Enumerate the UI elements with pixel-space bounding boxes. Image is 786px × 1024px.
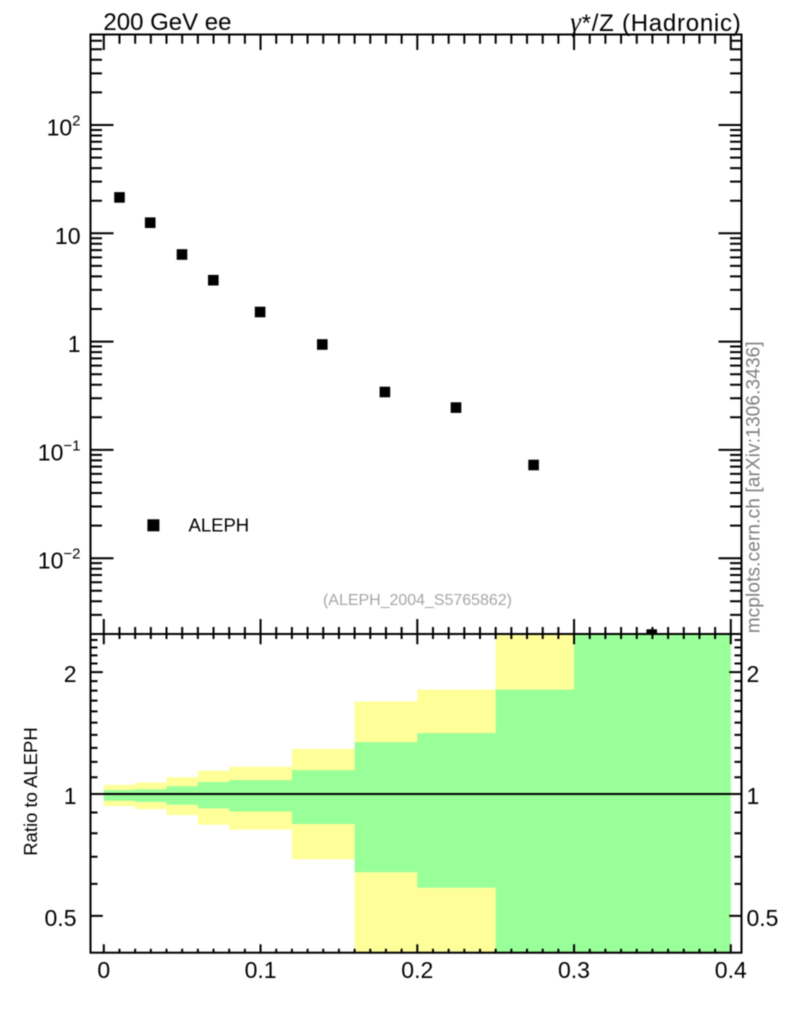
svg-text:mcplots.cern.ch [arXiv:1306.34: mcplots.cern.ch [arXiv:1306.3436] — [743, 341, 764, 633]
svg-text:10: 10 — [55, 223, 81, 249]
svg-text:0.1: 0.1 — [245, 957, 277, 983]
svg-text:Ratio to ALEPH: Ratio to ALEPH — [20, 727, 41, 856]
svg-text:0: 0 — [97, 957, 110, 983]
svg-text:2: 2 — [747, 661, 760, 687]
svg-text:10−1: 10−1 — [38, 437, 81, 465]
svg-text:0.2: 0.2 — [401, 957, 433, 983]
svg-text:γ*/Z (Hadronic): γ*/Z (Hadronic) — [570, 7, 741, 37]
svg-text:(ALEPH_2004_S5765862): (ALEPH_2004_S5765862) — [323, 592, 512, 609]
svg-text:102: 102 — [47, 113, 81, 141]
svg-text:1: 1 — [747, 783, 760, 809]
svg-text:0.4: 0.4 — [715, 957, 747, 983]
svg-text:ALEPH: ALEPH — [189, 515, 250, 536]
svg-text:0.5: 0.5 — [747, 905, 779, 931]
svg-text:200 GeV ee: 200 GeV ee — [103, 9, 231, 36]
svg-text:2: 2 — [64, 661, 77, 687]
svg-text:1: 1 — [68, 331, 81, 357]
svg-text:1: 1 — [64, 783, 77, 809]
svg-text:0.5: 0.5 — [45, 905, 77, 931]
svg-text:0.3: 0.3 — [558, 957, 590, 983]
svg-text:10−2: 10−2 — [38, 546, 81, 574]
